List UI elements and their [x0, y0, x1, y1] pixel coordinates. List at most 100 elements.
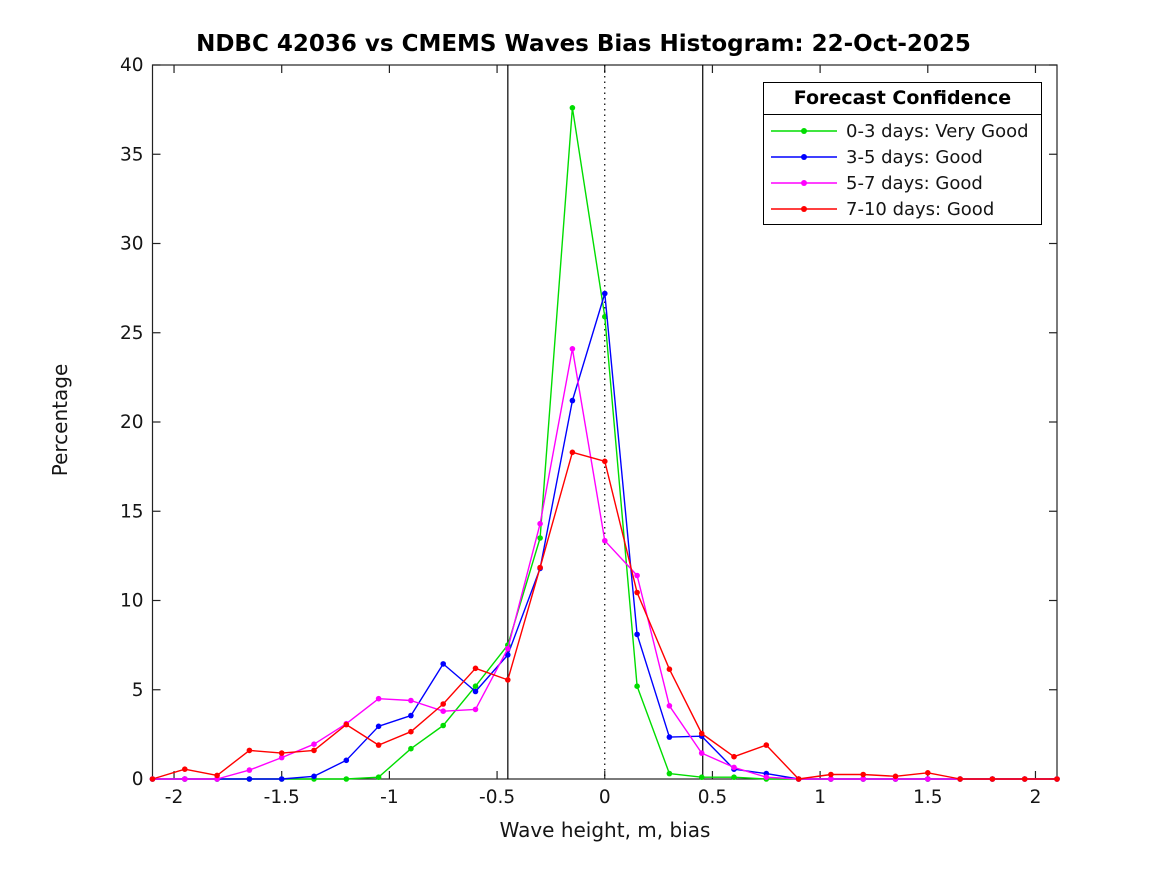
- data-point-marker: [569, 397, 576, 404]
- legend: Forecast Confidence 0-3 days: Very Good …: [763, 82, 1042, 225]
- legend-label-3: 7-10 days: Good: [846, 198, 995, 220]
- data-point-marker: [925, 776, 931, 782]
- data-point-marker: [666, 770, 673, 777]
- data-point-marker: [537, 520, 543, 527]
- data-point-marker: [246, 767, 253, 773]
- data-point-marker: [828, 771, 834, 778]
- data-point-marker: [892, 773, 899, 780]
- y-tick-label: 40: [120, 55, 144, 76]
- data-point-marker: [666, 703, 673, 709]
- legend-swatch-1: [771, 154, 837, 160]
- data-point-marker: [311, 747, 317, 754]
- y-tick-label: 35: [120, 144, 144, 165]
- data-point-marker: [957, 776, 963, 782]
- data-point-marker: [343, 721, 350, 728]
- data-point-marker: [440, 661, 447, 667]
- data-point-marker: [246, 747, 253, 754]
- data-point-marker: [472, 706, 479, 713]
- data-point-marker: [1021, 776, 1028, 782]
- data-point-marker: [343, 757, 350, 764]
- data-point-marker: [925, 770, 931, 776]
- legend-swatch-marker: [801, 154, 807, 160]
- data-point-marker: [634, 631, 640, 638]
- data-point-marker: [569, 346, 576, 352]
- data-point-marker: [698, 750, 705, 756]
- x-tick-label: 1.5: [913, 787, 942, 808]
- legend-swatch-marker: [801, 206, 807, 212]
- data-point-marker: [795, 776, 802, 782]
- x-tick-label: 2: [1030, 787, 1042, 808]
- legend-item: 7-10 days: Good: [764, 196, 1041, 222]
- data-point-marker: [343, 776, 350, 782]
- data-point-marker: [602, 458, 608, 465]
- data-point-marker: [440, 708, 447, 714]
- legend-swatch-marker: [801, 128, 807, 134]
- x-tick-label: -1: [380, 787, 398, 808]
- data-point-marker: [860, 776, 866, 782]
- data-point-marker: [440, 722, 447, 729]
- y-tick-label: 20: [120, 412, 144, 433]
- data-point-marker: [634, 683, 640, 689]
- data-point-marker: [182, 766, 188, 772]
- x-tick-label: -0.5: [479, 787, 515, 808]
- legend-swatch-marker: [801, 180, 807, 186]
- data-point-marker: [246, 776, 253, 782]
- data-point-marker: [763, 774, 770, 780]
- data-point-marker: [634, 572, 640, 579]
- legend-item: 5-7 days: Good: [764, 170, 1041, 196]
- legend-swatch-2: [771, 180, 837, 186]
- data-point-marker: [472, 683, 479, 689]
- y-tick-label: 10: [120, 591, 144, 612]
- x-tick-label: -1.5: [264, 787, 300, 808]
- legend-label-1: 3-5 days: Good: [846, 146, 983, 168]
- data-point-marker: [375, 695, 382, 702]
- data-point-marker: [505, 677, 511, 683]
- data-point-marker: [698, 774, 705, 780]
- data-point-marker: [698, 730, 705, 737]
- data-point-marker: [472, 688, 479, 695]
- data-point-marker: [182, 776, 188, 782]
- data-point-marker: [602, 537, 608, 544]
- data-point-marker: [278, 754, 285, 761]
- y-tick-label: 25: [120, 323, 144, 344]
- x-axis-label: Wave height, m, bias: [499, 818, 711, 842]
- data-point-marker: [408, 728, 414, 735]
- data-point-marker: [602, 290, 608, 297]
- data-point-marker: [731, 774, 737, 780]
- legend-title: Forecast Confidence: [764, 83, 1041, 115]
- data-point-marker: [731, 753, 737, 760]
- data-point-marker: [569, 105, 576, 111]
- data-point-marker: [763, 742, 770, 748]
- data-point-marker: [666, 734, 673, 740]
- data-point-marker: [311, 773, 317, 780]
- legend-swatch-0: [771, 128, 837, 134]
- y-tick-label: 30: [120, 234, 144, 255]
- data-point-marker: [375, 723, 382, 730]
- data-point-marker: [408, 697, 414, 704]
- data-point-marker: [214, 772, 220, 779]
- data-point-marker: [440, 701, 447, 707]
- legend-label-0: 0-3 days: Very Good: [846, 120, 1029, 142]
- legend-label-2: 5-7 days: Good: [846, 172, 983, 194]
- y-tick-label: 0: [132, 769, 144, 790]
- data-point-marker: [472, 665, 479, 672]
- data-point-marker: [375, 742, 382, 748]
- y-tick-label: 15: [120, 501, 144, 522]
- data-point-marker: [311, 741, 317, 747]
- y-tick-label: 5: [132, 680, 144, 701]
- x-tick-label: 0.5: [698, 787, 727, 808]
- data-point-marker: [408, 712, 414, 719]
- x-tick-label: 0: [599, 787, 611, 808]
- data-point-marker: [278, 776, 285, 782]
- data-point-marker: [731, 764, 737, 771]
- data-point-marker: [989, 776, 996, 782]
- data-point-marker: [666, 666, 673, 672]
- data-point-marker: [1054, 776, 1060, 782]
- data-point-marker: [278, 750, 285, 756]
- data-point-marker: [537, 564, 543, 571]
- data-point-marker: [634, 589, 640, 596]
- data-point-marker: [569, 449, 576, 456]
- chart-title: NDBC 42036 vs CMEMS Waves Bias Histogram…: [196, 31, 971, 57]
